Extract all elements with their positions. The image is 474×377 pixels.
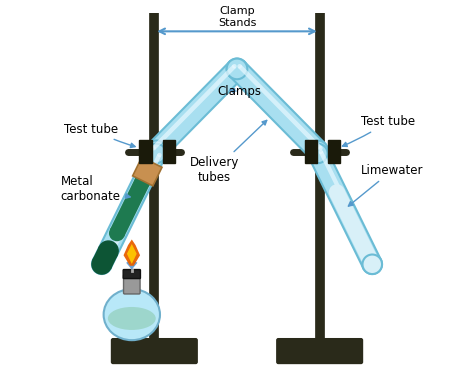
Circle shape bbox=[146, 141, 166, 161]
Polygon shape bbox=[238, 65, 322, 150]
Text: Metal
carbonate: Metal carbonate bbox=[60, 175, 130, 203]
FancyBboxPatch shape bbox=[111, 339, 197, 363]
Text: Clamp
Stands: Clamp Stands bbox=[218, 6, 256, 28]
Circle shape bbox=[103, 264, 107, 268]
Circle shape bbox=[135, 173, 151, 189]
Text: Clamps: Clamps bbox=[217, 85, 261, 98]
Circle shape bbox=[92, 254, 111, 274]
Polygon shape bbox=[93, 247, 117, 268]
Circle shape bbox=[308, 141, 328, 161]
Text: Test tube: Test tube bbox=[342, 115, 415, 147]
Circle shape bbox=[329, 184, 345, 200]
Circle shape bbox=[227, 58, 247, 79]
Bar bbox=[163, 140, 175, 163]
Text: Delivery
tubes: Delivery tubes bbox=[190, 120, 267, 184]
Circle shape bbox=[99, 241, 118, 261]
Polygon shape bbox=[93, 149, 165, 268]
Circle shape bbox=[232, 64, 237, 69]
Polygon shape bbox=[103, 154, 161, 267]
Bar bbox=[328, 140, 340, 163]
Circle shape bbox=[146, 144, 166, 163]
Circle shape bbox=[237, 64, 242, 69]
Polygon shape bbox=[110, 178, 150, 237]
Ellipse shape bbox=[108, 307, 156, 330]
Circle shape bbox=[308, 144, 328, 163]
FancyBboxPatch shape bbox=[124, 275, 140, 294]
Polygon shape bbox=[309, 149, 381, 268]
Ellipse shape bbox=[104, 289, 160, 340]
Polygon shape bbox=[127, 244, 137, 264]
Circle shape bbox=[227, 58, 247, 79]
Polygon shape bbox=[152, 65, 236, 150]
Circle shape bbox=[151, 146, 156, 150]
FancyBboxPatch shape bbox=[277, 339, 363, 363]
Polygon shape bbox=[229, 62, 325, 158]
Polygon shape bbox=[329, 189, 377, 262]
FancyBboxPatch shape bbox=[123, 270, 140, 279]
Circle shape bbox=[318, 146, 323, 150]
Text: Test tube: Test tube bbox=[64, 123, 135, 147]
Circle shape bbox=[363, 254, 382, 274]
Polygon shape bbox=[126, 259, 137, 270]
Bar bbox=[305, 140, 317, 163]
Circle shape bbox=[157, 153, 162, 157]
Polygon shape bbox=[124, 239, 140, 266]
Circle shape bbox=[373, 261, 378, 265]
Circle shape bbox=[362, 251, 378, 267]
Circle shape bbox=[92, 254, 111, 274]
Polygon shape bbox=[133, 157, 162, 186]
Circle shape bbox=[319, 150, 323, 154]
Circle shape bbox=[363, 254, 382, 274]
Text: Limewater: Limewater bbox=[348, 164, 423, 206]
Bar bbox=[139, 140, 152, 163]
Polygon shape bbox=[319, 151, 377, 264]
Circle shape bbox=[109, 225, 125, 241]
Polygon shape bbox=[149, 62, 245, 158]
